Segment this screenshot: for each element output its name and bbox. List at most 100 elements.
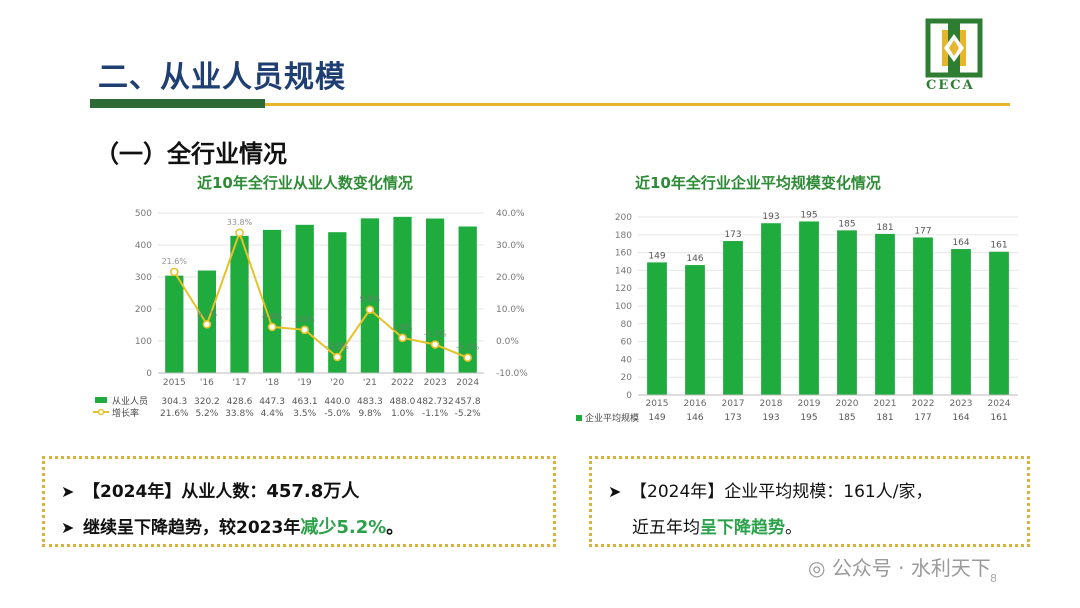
chart2-title: 近10年全行业企业平均规模变化情况 (635, 174, 881, 192)
x-tick-label: 2022 (391, 378, 414, 388)
bar-data-label: 146 (686, 254, 703, 264)
growth-point (365, 305, 375, 314)
section-subtitle: （一）全行业情况 (95, 140, 287, 168)
table-value: 195 (800, 413, 817, 423)
y-tick-label: 80 (621, 320, 633, 330)
bar (913, 237, 933, 395)
bar-data-label: 193 (762, 212, 779, 222)
growth-point (463, 353, 473, 362)
growth-point (170, 267, 179, 277)
logo-text: CECA (926, 78, 975, 93)
y-tick-label: 0 (146, 369, 152, 379)
x-tick-label: 2015 (163, 378, 186, 388)
note-line-2: ➤ 继续呈下降趋势，较2023年减少5.2%。 (61, 513, 403, 539)
y-tick-label: 180 (615, 231, 632, 241)
note-line-1: ➤ 【2024年】从业人数：457.8万人 (61, 477, 359, 503)
table-value: 149 (648, 413, 665, 423)
growth-point (267, 322, 277, 332)
x-tick-label: 2015 (646, 399, 669, 409)
table-value: 164 (952, 413, 969, 423)
x-tick-label: '21 (363, 378, 377, 388)
growth-data-label: -5.0% (326, 342, 350, 351)
table-value: 173 (724, 413, 741, 423)
wechat-icon: ◎ (808, 556, 832, 580)
note-text: 。 (785, 518, 802, 538)
bar (989, 251, 1009, 395)
note-highlight: 457.8万人 (266, 481, 360, 502)
bar-data-label: 161 (990, 241, 1007, 251)
table-value-employees: 482.732 (416, 397, 453, 407)
bar (799, 221, 819, 395)
note-text: 【2024年】企业平均规模：161人/家， (630, 482, 933, 502)
table-value-employees: 428.6 (227, 397, 253, 407)
note-text: 【2024年】从业人数： (83, 482, 267, 502)
page-number: 8 (990, 572, 997, 585)
table-value-employees: 483.3 (357, 397, 383, 407)
y-tick-label: 120 (615, 284, 632, 294)
note-box-avg-size: ➤ 【2024年】企业平均规模：161人/家， 近五年均呈下降趋势。 (589, 456, 1030, 547)
bar (723, 241, 743, 395)
bar-data-label: 181 (876, 223, 893, 233)
table-value-growth: 21.6% (160, 409, 189, 419)
y-tick-label: 100 (615, 302, 632, 312)
legend-swatch-point (97, 408, 105, 416)
growth-point (235, 228, 244, 238)
note-line-1: ➤ 【2024年】企业平均规模：161人/家， (608, 477, 932, 502)
table-value: 177 (914, 413, 931, 423)
x-tick-label: '17 (233, 378, 247, 388)
growth-data-label: 5.2% (197, 309, 218, 318)
legend-label: 企业平均规模 (585, 412, 639, 424)
table-value: 161 (990, 413, 1007, 423)
y-tick-label: 160 (615, 249, 632, 259)
x-tick-label: 2016 (684, 399, 707, 409)
table-value-growth: 9.8% (358, 409, 381, 419)
x-tick-label: 2018 (760, 399, 783, 409)
bar (360, 218, 380, 373)
table-value-employees: 457.8 (455, 397, 481, 407)
bar (875, 233, 895, 395)
x-tick-label: '18 (265, 378, 279, 388)
y-tick-label: 40 (621, 355, 633, 365)
table-value-employees: 304.3 (161, 397, 187, 407)
table-value-growth: -5.0% (324, 409, 351, 419)
x-tick-label: 2022 (912, 399, 935, 409)
table-value-employees: 488.0 (390, 397, 416, 407)
bar (837, 230, 857, 395)
note-highlight: 呈下降趋势 (700, 518, 785, 538)
legend-swatch-bar (576, 415, 582, 421)
y-tick-label: 200 (615, 213, 632, 223)
table-value-growth: 33.8% (225, 409, 254, 419)
legend-label: 增长率 (112, 407, 139, 419)
bar-data-label: 173 (724, 230, 741, 240)
y2-tick-label: 10.0% (496, 305, 525, 315)
bar (425, 218, 445, 373)
table-value-growth: 5.2% (195, 409, 218, 419)
growth-point (300, 325, 310, 335)
table-value-growth: 4.4% (261, 409, 284, 419)
x-tick-label: 2019 (798, 399, 821, 409)
watermark-text: 公众号 · 水利天下 (831, 556, 991, 580)
growth-point (398, 333, 407, 343)
bar-data-label: 195 (800, 210, 817, 220)
x-tick-label: '20 (330, 378, 344, 388)
y2-tick-label: -10.0% (496, 369, 528, 379)
ceca-logo (925, 18, 983, 78)
table-value-growth: 3.5% (293, 409, 316, 419)
note-text: 继续呈下降趋势，较2023年 (83, 518, 301, 538)
x-tick-label: 2017 (722, 399, 745, 409)
x-tick-label: 2023 (424, 378, 447, 388)
y-tick-label: 400 (135, 241, 152, 251)
x-tick-label: '19 (298, 378, 312, 388)
bar (951, 249, 971, 395)
y2-tick-label: 40.0% (496, 209, 525, 219)
growth-point (430, 340, 440, 349)
note-box-employment: ➤ 【2024年】从业人数：457.8万人 ➤ 继续呈下降趋势，较2023年减少5.… (42, 456, 556, 547)
watermark: ◎ 公众号 · 水利天下 (808, 552, 991, 581)
table-value-growth: -5.2% (455, 409, 482, 419)
bar (328, 232, 347, 373)
growth-data-label: -5.2% (456, 343, 480, 352)
bar (458, 226, 477, 373)
bar-data-label: 149 (648, 251, 665, 261)
growth-data-label: 3.5% (295, 315, 316, 324)
